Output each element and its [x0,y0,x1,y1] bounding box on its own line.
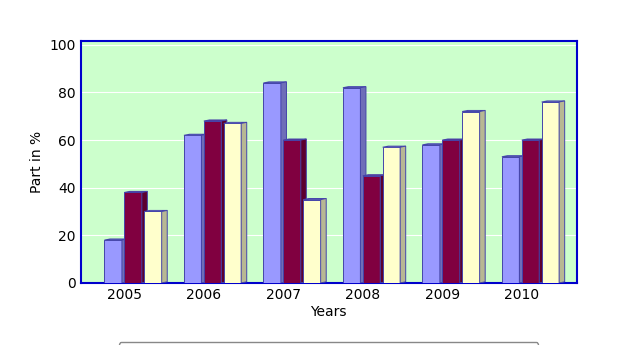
Bar [522,140,539,283]
Polygon shape [224,122,247,124]
Polygon shape [142,191,148,283]
Polygon shape [162,210,167,283]
Polygon shape [241,122,247,283]
Y-axis label: Part in %: Part in % [30,131,44,193]
Polygon shape [520,156,525,283]
Polygon shape [301,139,306,283]
Polygon shape [400,146,405,283]
Polygon shape [462,110,485,111]
Bar [442,140,460,283]
Polygon shape [343,87,366,88]
Polygon shape [502,156,525,157]
Bar [224,124,241,283]
Bar [422,145,440,283]
Polygon shape [303,198,326,200]
Polygon shape [125,191,148,193]
Bar [383,147,400,283]
Polygon shape [559,101,565,283]
Bar [283,140,301,283]
Polygon shape [363,175,386,176]
Polygon shape [442,139,466,140]
Polygon shape [522,139,545,140]
Polygon shape [422,144,445,145]
Polygon shape [221,120,227,283]
Bar [462,111,480,283]
Bar [502,157,520,283]
Bar [363,176,380,283]
Polygon shape [460,139,466,283]
Polygon shape [184,134,207,135]
Polygon shape [281,82,286,283]
Polygon shape [144,210,167,211]
Polygon shape [204,120,227,121]
Bar [264,83,281,283]
Polygon shape [122,239,128,283]
Polygon shape [104,239,128,240]
Polygon shape [480,110,485,283]
Polygon shape [383,146,405,147]
Polygon shape [264,82,286,83]
Bar [542,102,559,283]
Bar [184,135,202,283]
Polygon shape [321,198,326,283]
X-axis label: Years: Years [311,305,347,318]
Polygon shape [542,101,565,102]
Bar [104,240,122,283]
Polygon shape [440,144,445,283]
Polygon shape [202,134,207,283]
Polygon shape [360,87,366,283]
Bar [343,88,360,283]
Legend: Damage, %, Duration, %, Labor content, %: Damage, %, Duration, %, Labor content, % [119,342,538,345]
Polygon shape [283,139,306,140]
Polygon shape [380,175,386,283]
Polygon shape [539,139,545,283]
Bar [303,200,321,283]
Bar [204,121,221,283]
Bar [125,193,142,283]
Bar [144,211,162,283]
